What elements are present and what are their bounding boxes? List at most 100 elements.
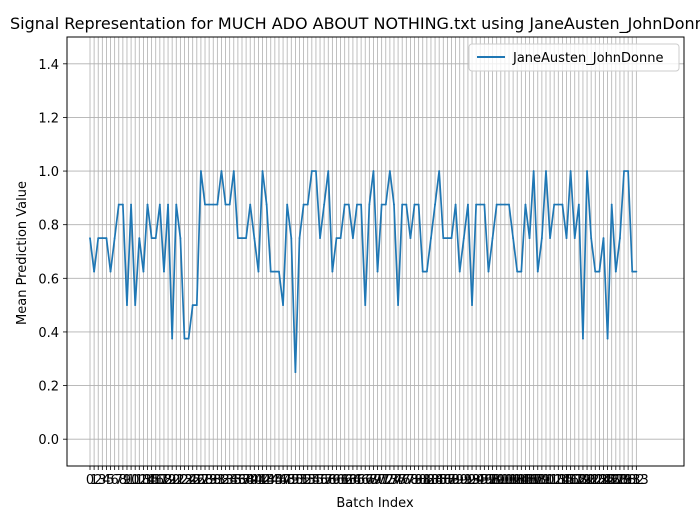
- data-point: [405, 203, 408, 206]
- data-point: [573, 237, 576, 239]
- data-point: [191, 304, 194, 307]
- x-tick-label: 46: [271, 473, 288, 488]
- data-point: [319, 237, 321, 239]
- data-point: [380, 203, 383, 206]
- data-point: [495, 203, 498, 206]
- data-point: [130, 203, 132, 206]
- data-point: [446, 237, 449, 239]
- data-point: [631, 270, 634, 273]
- data-point: [471, 304, 473, 307]
- data-point: [417, 203, 420, 206]
- y-tick-label: 0.4: [38, 326, 59, 341]
- x-tick-label: 42: [254, 473, 271, 488]
- data-point: [479, 203, 482, 206]
- x-axis-label: Batch Index: [336, 496, 414, 511]
- series-line: [89, 170, 637, 374]
- data-point: [171, 337, 174, 340]
- x-tick-label: 83: [423, 473, 440, 488]
- data-point: [356, 203, 358, 206]
- data-point: [187, 337, 190, 340]
- x-tick-label: 65: [349, 473, 366, 488]
- x-tick-label: 15: [143, 473, 160, 488]
- data-point: [508, 203, 510, 206]
- x-axis: 0123456789101112131415161718192021222324…: [86, 466, 649, 488]
- plot-frame: [66, 36, 685, 467]
- data-point: [347, 203, 350, 206]
- data-point: [569, 170, 572, 172]
- x-tick-label: 4: [102, 473, 110, 488]
- data-point: [503, 203, 506, 206]
- data-point: [619, 237, 621, 239]
- x-tick-label: 14: [139, 473, 156, 488]
- legend-label: JaneAusten_JohnDonne: [512, 51, 663, 66]
- x-tick-label: 124: [587, 473, 612, 488]
- data-point: [278, 270, 280, 273]
- x-tick-label: 27: [193, 473, 210, 488]
- x-tick-label: 132: [620, 473, 645, 488]
- data-point: [582, 337, 584, 340]
- x-tick-label: 67: [357, 473, 374, 488]
- data-point: [434, 203, 436, 206]
- data-point: [462, 237, 465, 239]
- x-tick-label: 100: [488, 473, 513, 488]
- x-tick-label: 87: [439, 473, 456, 488]
- x-tick-label: 7: [115, 473, 123, 488]
- data-point: [393, 203, 395, 206]
- x-tick-label: 102: [497, 473, 522, 488]
- x-tick-label: 13: [135, 473, 152, 488]
- data-point: [290, 237, 293, 239]
- data-point: [265, 203, 268, 206]
- x-tick-label: 116: [554, 473, 579, 488]
- data-point: [524, 203, 527, 206]
- x-tick-label: 103: [501, 473, 526, 488]
- chart-title: Signal Representation for MUCH ADO ABOUT…: [10, 14, 700, 34]
- x-tick-label: 59: [324, 473, 341, 488]
- data-point: [286, 203, 289, 206]
- data-point: [154, 237, 157, 239]
- x-tick-label: 1: [90, 473, 98, 488]
- x-tick-label: 64: [345, 473, 362, 488]
- x-tick-label: 6: [111, 473, 119, 488]
- x-tick-label: 66: [353, 473, 370, 488]
- data-point: [561, 203, 564, 206]
- x-tick-label: 48: [279, 473, 296, 488]
- data-point: [532, 170, 535, 172]
- data-point: [549, 237, 551, 239]
- x-tick-label: 122: [579, 473, 604, 488]
- data-point: [294, 371, 297, 374]
- x-tick-label: 85: [431, 473, 448, 488]
- data-point: [610, 203, 613, 206]
- x-tick-label: 71: [373, 473, 390, 488]
- x-tick-label: 19: [160, 473, 177, 488]
- x-tick-label: 133: [624, 473, 649, 488]
- data-point: [590, 237, 593, 239]
- x-tick-label: 60: [328, 473, 345, 488]
- x-tick-label: 73: [382, 473, 399, 488]
- data-point: [302, 203, 305, 206]
- x-tick-label: 18: [156, 473, 173, 488]
- x-tick-label: 2: [94, 473, 102, 488]
- x-tick-label: 16: [147, 473, 164, 488]
- data-point: [413, 203, 416, 206]
- data-point: [241, 237, 243, 239]
- data-point: [101, 237, 104, 239]
- x-tick-label: 93: [464, 473, 481, 488]
- x-tick-label: 53: [299, 473, 316, 488]
- data-point: [388, 170, 391, 172]
- data-point: [425, 270, 428, 273]
- data-point: [224, 203, 227, 206]
- y-tick-label: 0.0: [38, 433, 59, 448]
- data-point: [163, 270, 165, 273]
- data-point: [146, 203, 149, 206]
- x-tick-label: 105: [509, 473, 534, 488]
- x-tick-label: 86: [435, 473, 452, 488]
- x-tick-label: 128: [603, 473, 628, 488]
- data-point: [577, 203, 580, 206]
- x-tick-label: 107: [517, 473, 542, 488]
- data-point: [335, 237, 338, 239]
- x-tick-label: 52: [295, 473, 312, 488]
- x-tick-label: 55: [308, 473, 325, 488]
- x-tick-label: 33: [217, 473, 234, 488]
- data-point: [409, 237, 412, 239]
- grid: [67, 37, 684, 466]
